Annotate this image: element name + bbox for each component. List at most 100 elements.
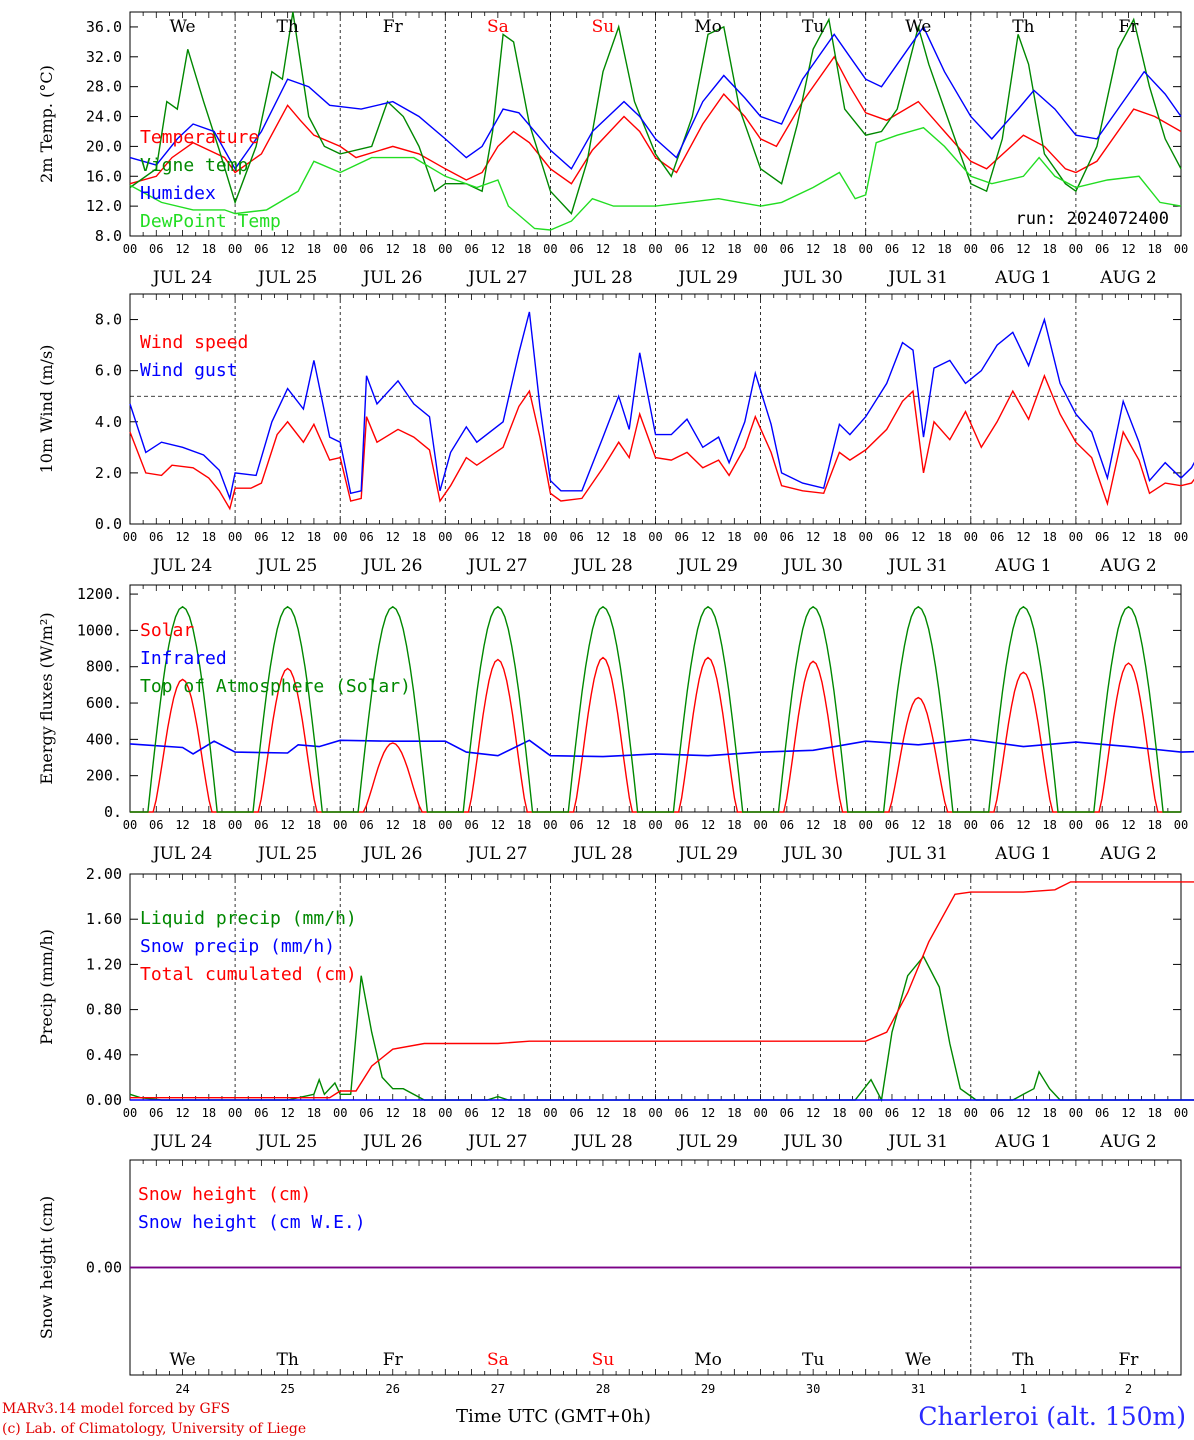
hour-tick-label: 06	[149, 242, 163, 256]
hour-tick-label: 12	[1121, 1106, 1135, 1120]
panel-2	[129, 293, 1194, 525]
hour-tick-label: 00	[648, 530, 662, 544]
weekday-label: Tu	[802, 17, 824, 37]
hour-tick-label: 00	[1069, 242, 1083, 256]
panel-4	[129, 873, 1194, 1103]
date-label: JUL 24	[151, 844, 212, 864]
date-label: JUL 26	[361, 1132, 422, 1152]
date-label: JUL 28	[571, 1132, 632, 1152]
legend-entry: Solar	[140, 620, 194, 641]
y-tick-label: 20.0	[86, 137, 122, 155]
weekday-label: Th	[277, 1350, 299, 1370]
series-line-top-of-atmosphere-solar	[130, 605, 1181, 813]
hour-tick-label: 18	[412, 818, 426, 832]
series-line-temperature	[129, 55, 1182, 185]
date-label: JUL 24	[151, 268, 212, 288]
y-tick-label: 2.00	[86, 865, 122, 883]
hour-tick-label: 18	[1147, 818, 1161, 832]
date-label: JUL 24	[151, 556, 212, 576]
weekday-label: Fr	[1118, 17, 1139, 37]
hour-tick-label: 00	[1069, 1106, 1083, 1120]
hour-tick-label: 12	[806, 1106, 820, 1120]
hour-tick-label: 06	[1095, 530, 1109, 544]
y-tick-label: 2.0	[95, 464, 122, 482]
y-tick-label: 8.0	[95, 311, 122, 329]
y-tick-label: 0.40	[86, 1046, 122, 1064]
hour-tick-label: 00	[753, 530, 767, 544]
hour-tick-label: 18	[937, 242, 951, 256]
hour-tick-label: 06	[359, 530, 373, 544]
y-axis-label: 10m Wind (m/s)	[37, 345, 56, 474]
hour-tick-label: 12	[1016, 530, 1030, 544]
hour-tick-label: 18	[622, 530, 636, 544]
hour-tick-label: 18	[412, 242, 426, 256]
hour-tick-label: 12	[491, 530, 505, 544]
run-annotation: run: 2024072400	[1015, 209, 1169, 229]
legend-entry: DewPoint Temp	[140, 211, 281, 232]
hour-tick-label: 00	[438, 530, 452, 544]
date-label: JUL 31	[887, 556, 948, 576]
date-label: AUG 1	[994, 844, 1051, 864]
day-number-label: 24	[175, 1382, 189, 1396]
weekday-label: Mo	[694, 1350, 722, 1370]
hour-tick-label: 00	[228, 1106, 242, 1120]
hour-tick-label: 00	[228, 818, 242, 832]
hour-tick-label: 06	[464, 530, 478, 544]
hour-tick-label: 12	[280, 530, 294, 544]
hour-tick-label: 06	[885, 242, 899, 256]
weekday-label: Su	[592, 17, 615, 37]
hour-tick-label: 12	[701, 1106, 715, 1120]
hour-tick-label: 18	[727, 530, 741, 544]
day-number-label: 31	[911, 1382, 925, 1396]
hour-tick-label: 12	[386, 818, 400, 832]
weekday-label: Fr	[383, 1350, 404, 1370]
hour-tick-label: 18	[307, 818, 321, 832]
day-number-label: 30	[806, 1382, 820, 1396]
date-label: JUL 25	[256, 844, 317, 864]
legend-entry: Total cumulated (cm)	[140, 964, 357, 985]
hour-tick-label: 12	[386, 530, 400, 544]
hour-tick-label: 00	[858, 242, 872, 256]
date-label: JUL 26	[361, 268, 422, 288]
date-label: JUL 25	[256, 556, 317, 576]
hour-tick-label: 06	[1095, 1106, 1109, 1120]
hour-tick-label: 00	[753, 818, 767, 832]
hour-tick-label: 00	[543, 818, 557, 832]
hour-tick-label: 12	[386, 242, 400, 256]
hour-tick-label: 18	[727, 818, 741, 832]
hour-tick-label: 06	[885, 1106, 899, 1120]
hour-tick-label: 06	[254, 1106, 268, 1120]
date-label: JUL 30	[781, 1132, 842, 1152]
hour-tick-label: 00	[1069, 818, 1083, 832]
hour-tick-label: 12	[491, 242, 505, 256]
date-label: JUL 29	[676, 844, 737, 864]
hour-tick-label: 12	[175, 818, 189, 832]
y-axis-label: Snow height (cm)	[37, 1196, 56, 1339]
hour-tick-label: 06	[254, 242, 268, 256]
lab-credit: (c) Lab. of Climatology, University of L…	[2, 1421, 307, 1437]
legend-entry: Snow height (cm W.E.)	[138, 1212, 366, 1233]
hour-tick-label: 00	[438, 818, 452, 832]
y-tick-label: 0.0	[95, 515, 122, 533]
hour-tick-label: 06	[675, 818, 689, 832]
hour-tick-label: 00	[1174, 818, 1188, 832]
date-label: JUL 30	[781, 556, 842, 576]
hour-tick-label: 06	[990, 818, 1004, 832]
weekday-label: Fr	[383, 17, 404, 37]
hour-tick-label: 00	[648, 1106, 662, 1120]
hour-tick-label: 06	[780, 530, 794, 544]
hour-tick-label: 18	[202, 242, 216, 256]
hour-tick-label: 06	[149, 1106, 163, 1120]
hour-tick-label: 18	[517, 1106, 531, 1120]
hour-tick-label: 18	[517, 530, 531, 544]
hour-tick-label: 06	[1095, 242, 1109, 256]
hour-tick-label: 12	[1016, 242, 1030, 256]
hour-tick-label: 18	[1147, 1106, 1161, 1120]
hour-tick-label: 18	[937, 818, 951, 832]
hour-tick-label: 12	[1016, 1106, 1030, 1120]
weekday-label: Sa	[487, 17, 509, 37]
hour-tick-label: 12	[491, 818, 505, 832]
hour-tick-label: 12	[175, 530, 189, 544]
date-label: AUG 2	[1099, 844, 1156, 864]
date-label: AUG 1	[994, 268, 1051, 288]
